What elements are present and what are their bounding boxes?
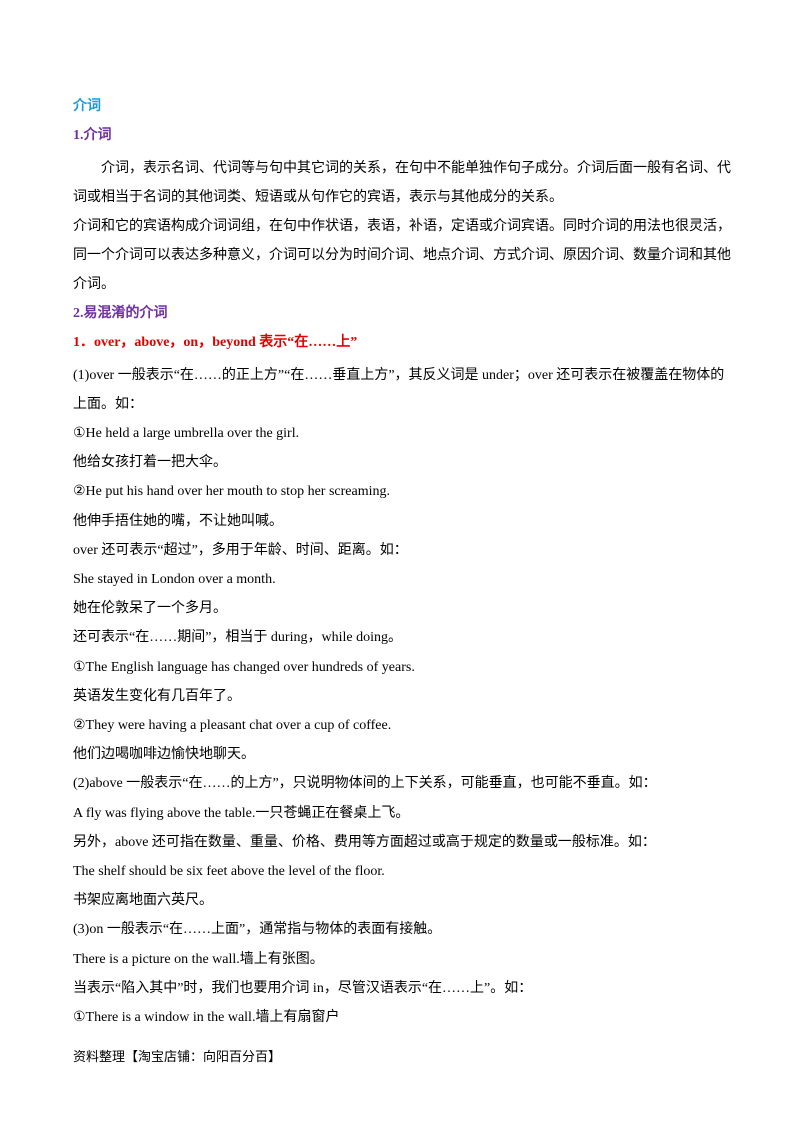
text-line: ①The English language has changed over h… — [73, 659, 415, 675]
section-title: 2.易混淆的介词 — [73, 306, 168, 321]
text-line: 他伸手捂住她的嘴，不让她叫喊。 — [73, 513, 283, 529]
content: 介词 1.介词 介词，表示名词、代词等与句中其它词的关系，在句中不能单独作句子成… — [73, 96, 733, 1032]
text-line: 另外，above 还可指在数量、重量、价格、费用等方面超过或高于规定的数量或一般… — [73, 834, 656, 850]
text-line: (2)above 一般表示“在……的上方”，只说明物体间的上下关系，可能垂直，也… — [73, 776, 657, 792]
lines: (1)over 一般表示“在……的正上方”“在……垂直上方”，其反义词是 und… — [73, 361, 733, 1032]
text-line: (1)over 一般表示“在……的正上方”“在……垂直上方”，其反义词是 und… — [73, 368, 725, 412]
text-line: 英语发生变化有几百年了。 — [73, 688, 241, 704]
text-line: 她在伦敦呆了一个多月。 — [73, 601, 227, 617]
text-line: ②He put his hand over her mouth to stop … — [73, 484, 390, 500]
paragraph: 介词和它的宾语构成介词词组，在句中作状语，表语，补语，定语或介词宾语。同时介词的… — [73, 219, 731, 292]
text-line: 当表示“陷入其中”时，我们也要用介词 in，尽管汉语表示“在……上”。如： — [73, 980, 533, 996]
section-title: 1.介词 — [73, 128, 112, 143]
text-line: ①There is a window in the wall.墙上有扇窗户 — [73, 1010, 340, 1026]
text-line: 他们边喝咖啡边愉快地聊天。 — [73, 747, 255, 763]
text-line: 还可表示“在……期间”，相当于 during，while doing。 — [73, 630, 402, 646]
text-line: She stayed in London over a month. — [73, 572, 276, 588]
text-line: There is a picture on the wall.墙上有张图。 — [73, 951, 324, 967]
subtitle: 1．over，above，on，beyond 表示“在……上” — [73, 335, 358, 350]
footer: 资料整理【淘宝店铺：向阳百分百】 — [73, 1049, 282, 1064]
text-line: over 还可表示“超过”，多用于年龄、时间、距离。如： — [73, 542, 408, 558]
text-line: A fly was flying above the table.一只苍蝇正在餐… — [73, 805, 410, 821]
text-line: ①He held a large umbrella over the girl. — [73, 426, 300, 441]
text-line: (3)on 一般表示“在……上面”，通常指与物体的表面有接触。 — [73, 922, 442, 938]
text-line: ②They were having a pleasant chat over a… — [73, 718, 392, 734]
text-line: 他给女孩打着一把大伞。 — [73, 455, 227, 471]
text-line: 书架应离地面六英尺。 — [73, 893, 213, 909]
text-line: The shelf should be six feet above the l… — [73, 864, 385, 880]
heading: 介词 — [73, 99, 101, 114]
paragraph: 介词，表示名词、代词等与句中其它词的关系，在句中不能单独作句子成分。介词后面一般… — [73, 161, 731, 205]
